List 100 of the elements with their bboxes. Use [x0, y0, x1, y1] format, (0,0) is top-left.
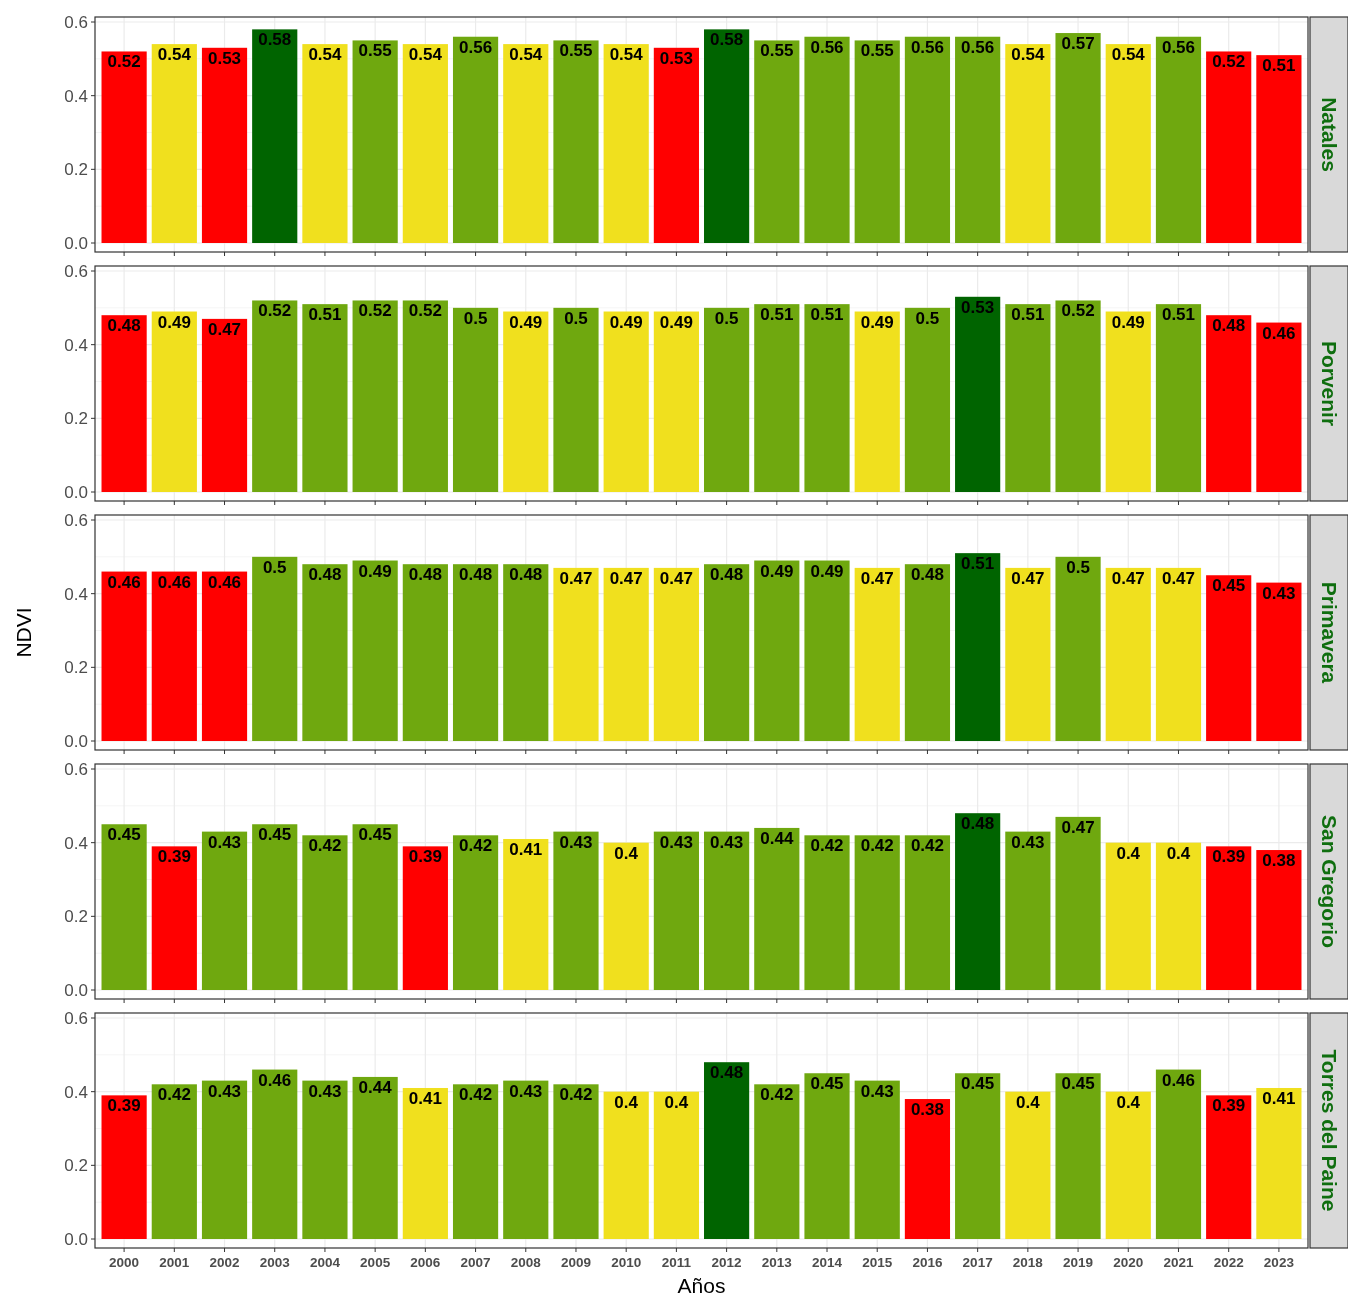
- bar: [603, 842, 649, 990]
- bar: [302, 564, 348, 741]
- y-tick-label: 0.0: [64, 731, 88, 751]
- bar: [252, 300, 298, 492]
- data-label: 0.42: [459, 1085, 493, 1105]
- y-tick-label: 0.4: [64, 833, 88, 853]
- bar: [904, 564, 951, 741]
- bar: [503, 44, 549, 243]
- data-label: 0.47: [207, 319, 242, 339]
- bar: [302, 1080, 348, 1239]
- data-label: 0.5: [915, 308, 940, 328]
- bar: [352, 1076, 398, 1239]
- bar: [804, 304, 850, 492]
- data-label: 0.43: [207, 832, 242, 852]
- bar: [904, 36, 951, 243]
- data-label: 0.56: [810, 37, 844, 57]
- data-label: 0.54: [609, 45, 644, 65]
- bar: [151, 311, 197, 492]
- bar: [1005, 831, 1051, 990]
- data-label: 0.49: [509, 312, 543, 332]
- data-label: 0.51: [308, 305, 342, 325]
- x-tick-label: 2019: [1063, 1255, 1094, 1270]
- data-label: 0.49: [810, 561, 844, 581]
- text: Porvenir: [1317, 340, 1341, 427]
- bar: [201, 47, 248, 243]
- bar: [1256, 850, 1302, 990]
- x-tick-label: 2022: [1213, 1255, 1244, 1270]
- data-label: 0.54: [157, 45, 192, 65]
- y-tick-label: 0.6: [64, 261, 88, 281]
- x-tick-label: 2016: [912, 1255, 943, 1270]
- data-label: 0.43: [559, 832, 593, 852]
- bar: [804, 560, 850, 741]
- x-tick-label: 2023: [1263, 1255, 1295, 1270]
- bar: [503, 311, 549, 492]
- bar: [252, 29, 298, 243]
- bar: [1256, 1087, 1302, 1239]
- data-label: 0.42: [810, 836, 844, 856]
- bar: [1105, 311, 1151, 492]
- x-tick-label: 2001: [159, 1255, 190, 1270]
- bar: [151, 846, 197, 990]
- data-label: 0.44: [358, 1077, 393, 1097]
- data-label: 0.45: [961, 1074, 995, 1094]
- data-label: 0.43: [509, 1081, 543, 1101]
- bar: [1005, 304, 1051, 492]
- data-label: 0.43: [659, 832, 693, 852]
- bar: [352, 40, 398, 243]
- bar: [804, 835, 850, 990]
- data-label: 0.52: [358, 301, 392, 321]
- data-label: 0.39: [1212, 847, 1246, 867]
- y-tick-label: 0.6: [64, 1008, 88, 1028]
- data-label: 0.5: [463, 308, 488, 328]
- x-tick-label: 2000: [109, 1255, 140, 1270]
- data-label: 0.52: [1061, 301, 1095, 321]
- bar: [151, 44, 197, 243]
- data-label: 0.48: [107, 316, 141, 336]
- bar: [452, 835, 499, 990]
- bar: [1155, 36, 1202, 243]
- y-tick-label: 0.2: [64, 1156, 88, 1176]
- data-label: 0.56: [961, 37, 995, 57]
- data-label: 0.42: [559, 1085, 593, 1105]
- data-label: 0.42: [910, 836, 944, 856]
- data-label: 0.42: [459, 836, 493, 856]
- bar: [1155, 842, 1202, 990]
- bar: [252, 824, 298, 990]
- bar: [101, 824, 147, 990]
- data-label: 0.42: [860, 836, 894, 856]
- bar: [1155, 567, 1202, 741]
- data-label: 0.4: [1116, 1092, 1141, 1112]
- data-label: 0.48: [1212, 316, 1246, 336]
- data-label: 0.48: [710, 1063, 744, 1083]
- y-axis-title: NDVI: [12, 607, 36, 658]
- data-label: 0.54: [1111, 45, 1146, 65]
- text: Torres del Paine: [1317, 1049, 1341, 1212]
- data-label: 0.53: [659, 48, 693, 68]
- data-label: 0.46: [258, 1070, 292, 1090]
- data-label: 0.54: [308, 45, 343, 65]
- bar: [955, 296, 1001, 492]
- x-tick-label: 2010: [611, 1255, 642, 1270]
- y-tick-label: 0.6: [64, 12, 88, 32]
- bar: [955, 36, 1001, 243]
- bar: [904, 835, 951, 990]
- data-label: 0.42: [157, 1085, 191, 1105]
- bar: [1105, 1091, 1151, 1239]
- bar: [252, 1069, 298, 1239]
- data-label: 0.46: [207, 572, 242, 592]
- data-label: 0.56: [1161, 37, 1196, 57]
- x-axis-title: Años: [677, 1274, 726, 1297]
- bar: [352, 824, 398, 990]
- bar: [402, 300, 448, 492]
- data-label: 0.39: [408, 847, 442, 867]
- data-label: 0.58: [710, 30, 744, 50]
- bar: [302, 304, 348, 492]
- data-label: 0.56: [459, 37, 493, 57]
- data-label: 0.5: [564, 308, 588, 328]
- x-tick-label: 2013: [761, 1255, 793, 1270]
- y-tick-label: 0.0: [64, 980, 88, 1000]
- data-label: 0.43: [308, 1081, 342, 1101]
- data-label: 0.52: [408, 301, 442, 321]
- bar: [101, 315, 147, 492]
- bar: [503, 1080, 549, 1239]
